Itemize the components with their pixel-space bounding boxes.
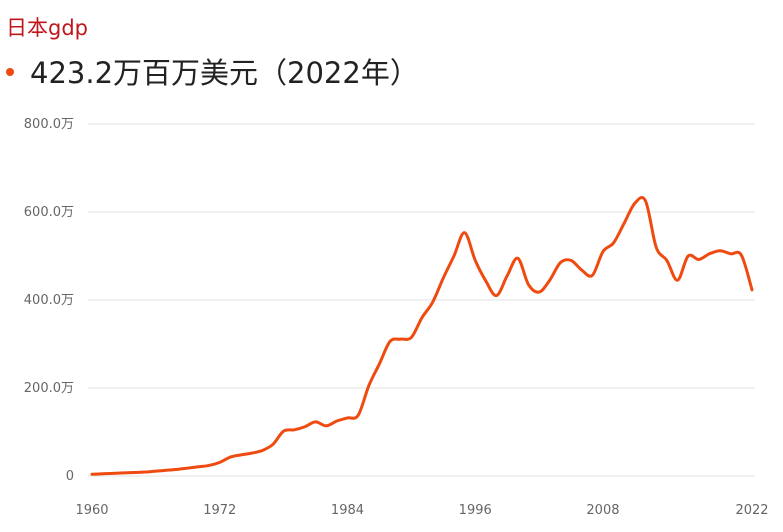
grid-lines: [88, 123, 755, 477]
y-tick-label: 200.0万: [24, 381, 74, 396]
headline-value-text: 423.2万百万美元（2022年）: [30, 56, 419, 90]
x-axis-ticks: 1960 1972 1984 1996 2008 2022: [75, 503, 768, 518]
x-tick-label: 1972: [203, 503, 236, 518]
x-tick-label: 2022: [735, 503, 768, 518]
x-tick-label: 1984: [331, 503, 364, 518]
y-axis-ticks: 0 200.0万 400.0万 600.0万 800.0万: [24, 117, 74, 484]
series-line-gdp: [90, 196, 754, 476]
y-tick-label: 0: [66, 469, 74, 484]
headline-value: 423.2万百万美元（2022年）: [6, 50, 419, 92]
y-tick-label: 800.0万: [24, 117, 74, 132]
y-tick-label: 600.0万: [24, 205, 74, 220]
x-tick-label: 1960: [75, 503, 108, 518]
chart-title: 日本gdp: [6, 16, 88, 40]
series-bullet-icon: [6, 68, 14, 76]
x-tick-label: 1996: [459, 503, 492, 518]
y-tick-label: 400.0万: [24, 293, 74, 308]
x-tick-label: 2008: [586, 503, 619, 518]
